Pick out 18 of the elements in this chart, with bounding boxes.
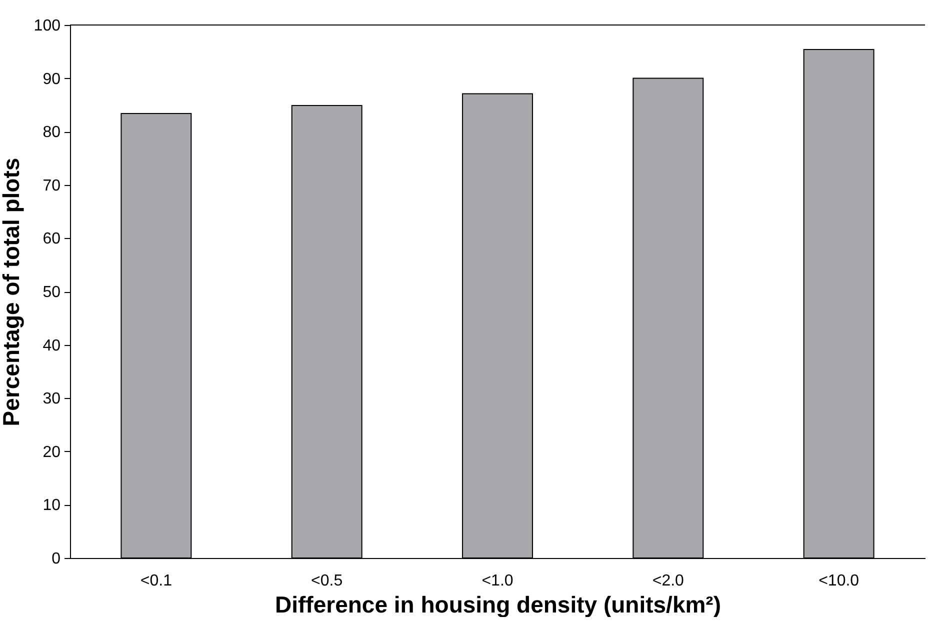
x-tick-label: <2.0 [652, 572, 684, 590]
y-tick-label: 20 [42, 444, 61, 461]
y-tick-label: 0 [52, 550, 61, 568]
x-tick-label: <0.5 [311, 572, 343, 590]
x-tick-label: <0.1 [140, 572, 172, 590]
y-tick-label: 50 [42, 284, 61, 301]
y-tick-label: 90 [42, 70, 61, 88]
y-tick-label: 80 [42, 124, 61, 142]
x-tick-label: <1.0 [482, 572, 514, 590]
y-tick-label: 30 [42, 390, 61, 408]
y-tick-label: 70 [42, 177, 61, 194]
x-tick-label: <10.0 [818, 572, 860, 590]
y-tick-label: 100 [34, 18, 61, 34]
x-axis-title: Difference in housing density (units/km²) [275, 592, 721, 618]
y-tick-label: 60 [42, 230, 61, 248]
y-tick-label: 40 [42, 337, 61, 354]
y-tick-label: 10 [42, 497, 61, 514]
y-axis-title: Percentage of total plots [0, 158, 24, 426]
